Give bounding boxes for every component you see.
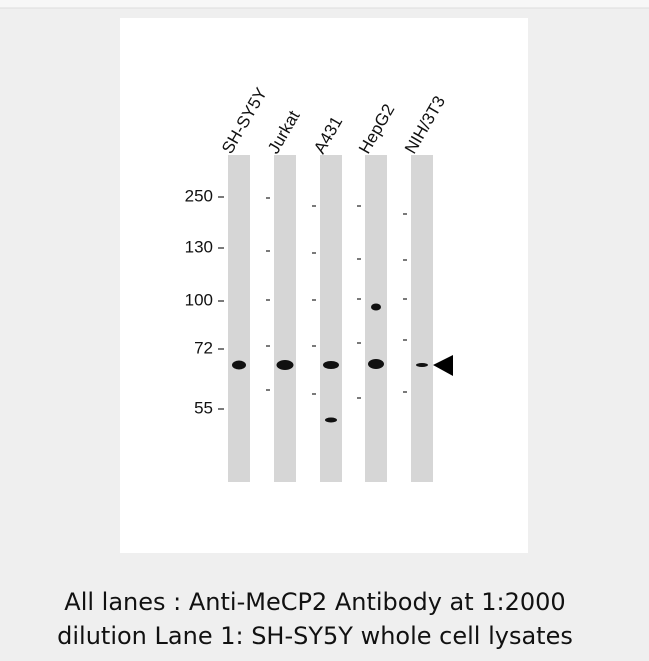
band bbox=[325, 418, 337, 423]
marker-label: 72 bbox=[194, 338, 213, 357]
caption-line: All lanes : Anti-MeCP2 Antibody at 1:200… bbox=[64, 588, 565, 616]
band bbox=[277, 360, 294, 370]
marker-label: 100 bbox=[185, 290, 213, 309]
page: SH-SY5YJurkatA431HepG2NIH/3T3 2501301007… bbox=[0, 0, 649, 661]
lane bbox=[228, 155, 250, 482]
band bbox=[416, 363, 428, 367]
lane bbox=[320, 155, 342, 482]
band bbox=[323, 361, 339, 369]
band bbox=[371, 304, 381, 311]
caption-line: dilution Lane 1: SH-SY5Y whole cell lysa… bbox=[57, 622, 573, 650]
band bbox=[368, 359, 384, 369]
figure: SH-SY5YJurkatA431HepG2NIH/3T3 2501301007… bbox=[0, 0, 649, 661]
lane bbox=[411, 155, 433, 482]
lane bbox=[365, 155, 387, 482]
marker-label: 130 bbox=[185, 237, 213, 256]
marker-label: 55 bbox=[194, 398, 213, 417]
band bbox=[232, 361, 246, 370]
top-band bbox=[0, 0, 649, 8]
lane bbox=[274, 155, 296, 482]
marker-label: 250 bbox=[185, 186, 213, 205]
